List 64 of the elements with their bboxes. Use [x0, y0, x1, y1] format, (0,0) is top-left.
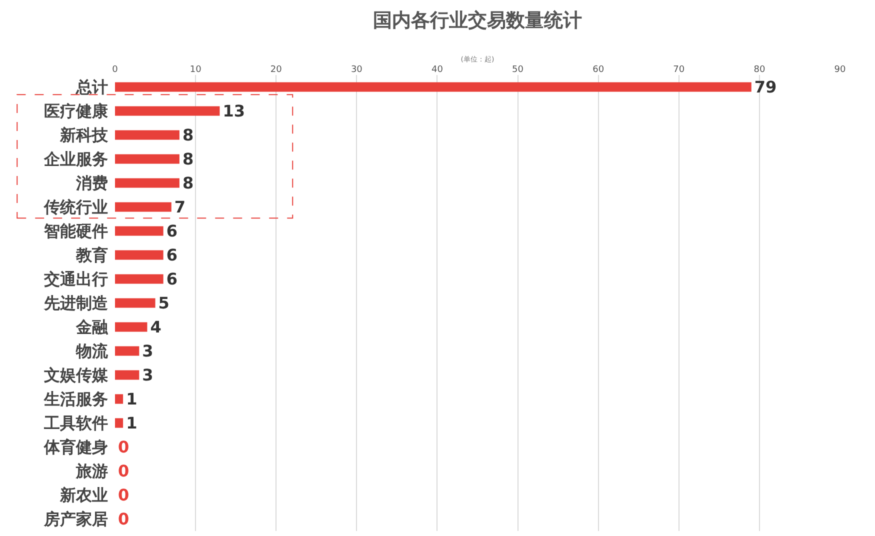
- bar: [115, 322, 148, 332]
- y-tick-label: 体育健身: [43, 438, 108, 457]
- y-tick-label: 物流: [75, 342, 109, 361]
- y-tick-label: 生活服务: [43, 390, 108, 409]
- data-label: 0: [118, 462, 130, 480]
- data-label: 8: [182, 126, 194, 144]
- bar: [115, 298, 156, 308]
- x-tick-label: 90: [834, 65, 846, 76]
- bar: [115, 82, 752, 92]
- y-tick-label: 文娱传媒: [43, 366, 109, 385]
- x-tick-label: 10: [190, 65, 202, 76]
- data-label: 0: [118, 486, 130, 504]
- bar: [115, 418, 124, 428]
- data-label: 13: [222, 102, 245, 120]
- y-tick-label: 旅游: [75, 462, 108, 481]
- bar: [115, 346, 140, 356]
- bar: [115, 178, 180, 188]
- x-tick-label: 20: [270, 65, 282, 76]
- y-tick-label: 新科技: [59, 126, 109, 145]
- y-tick-label: 工具软件: [43, 414, 108, 433]
- y-tick-label: 医疗健康: [44, 102, 109, 121]
- x-tick-label: 70: [673, 65, 685, 76]
- bar: [115, 202, 172, 212]
- data-label: 1: [126, 414, 138, 432]
- y-tick-label: 交通出行: [43, 270, 108, 289]
- bar: [115, 250, 164, 260]
- bar: [115, 106, 220, 116]
- chart-title: 国内各行业交易数量统计: [373, 10, 582, 32]
- bar: [115, 130, 180, 140]
- data-label: 6: [166, 270, 178, 288]
- y-tick-label: 新农业: [59, 486, 108, 505]
- x-tick-label: 30: [350, 65, 363, 76]
- data-label: 3: [142, 366, 154, 384]
- data-label: 1: [126, 390, 138, 408]
- x-tick-label: 60: [592, 65, 604, 76]
- data-label: 79: [754, 78, 777, 96]
- data-label: 8: [182, 174, 194, 192]
- bar: [115, 226, 164, 236]
- x-tick-label: 80: [754, 65, 766, 76]
- data-label: 6: [166, 246, 178, 264]
- x-tick-label: 50: [512, 65, 524, 76]
- y-tick-label: 企业服务: [43, 150, 108, 169]
- data-label: 6: [166, 222, 178, 240]
- y-tick-label: 总计: [75, 78, 108, 97]
- bar: [115, 154, 180, 164]
- data-label: 5: [158, 294, 170, 312]
- x-tick-label: 0: [112, 65, 118, 76]
- x-tick-label: 40: [431, 65, 444, 76]
- data-label: 7: [174, 198, 186, 216]
- data-label: 3: [142, 342, 154, 360]
- bar: [115, 394, 124, 404]
- bar: [115, 370, 140, 380]
- data-label: 0: [118, 438, 130, 456]
- y-tick-label: 智能硬件: [43, 222, 108, 241]
- data-label: 8: [182, 150, 194, 168]
- y-tick-label: 金融: [75, 318, 109, 337]
- data-label: 0: [118, 510, 130, 528]
- data-label: 4: [150, 318, 162, 336]
- y-tick-label: 传统行业: [43, 198, 108, 217]
- y-tick-label: 教育: [75, 246, 108, 265]
- y-tick-label: 先进制造: [43, 294, 109, 313]
- y-tick-label: 房产家居: [43, 510, 108, 529]
- bar: [115, 274, 164, 284]
- y-tick-label: 消费: [75, 174, 108, 193]
